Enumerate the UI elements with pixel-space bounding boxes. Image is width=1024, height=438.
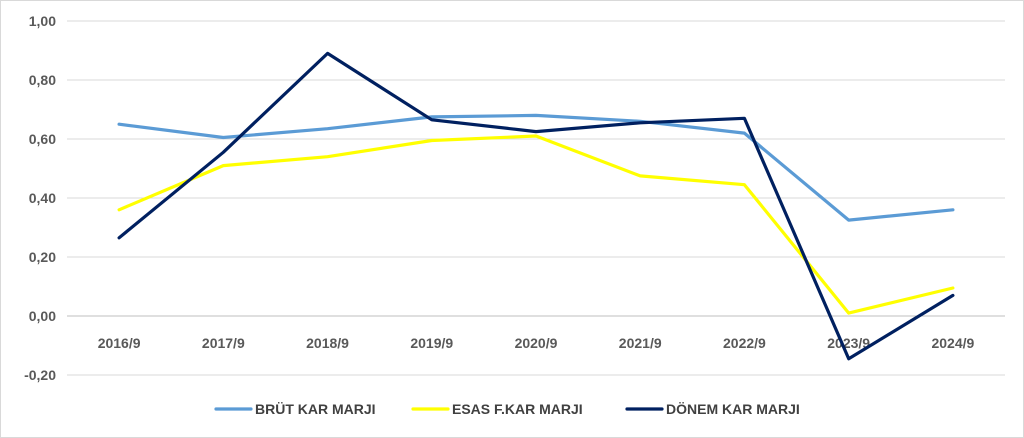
x-tick-label: 2019/9 <box>410 335 453 351</box>
legend-label: ESAS F.KAR MARJI <box>452 401 583 417</box>
x-tick-label: 2023/9 <box>827 335 870 351</box>
y-tick-label: 0,60 <box>29 131 56 147</box>
x-tick-label: 2021/9 <box>619 335 662 351</box>
x-tick-label: 2017/9 <box>202 335 245 351</box>
series-line-3 <box>117 51 955 361</box>
y-tick-label: 1,00 <box>29 13 56 29</box>
x-tick-label: 2016/9 <box>98 335 141 351</box>
series-line-1 <box>117 113 955 222</box>
legend-label: BRÜT KAR MARJI <box>255 401 376 417</box>
gridlines <box>67 20 1005 376</box>
x-tick-label: 2022/9 <box>723 335 766 351</box>
x-tick-label: 2024/9 <box>931 335 974 351</box>
y-tick-label: 0,20 <box>29 249 56 265</box>
x-axis-ticks: 2016/9 2017/9 2018/9 2019/9 2020/9 2021/9 2022… <box>98 335 975 351</box>
legend-label: DÖNEM KAR MARJI <box>666 401 800 417</box>
x-tick-label: 2020/9 <box>515 335 558 351</box>
series-lines <box>117 51 955 361</box>
y-axis-ticks: 1,00 0,80 0,60 0,40 0,20 0,00 -0,20 <box>24 13 56 383</box>
y-tick-label: 0,80 <box>29 72 56 88</box>
series-line-2 <box>117 134 955 315</box>
legend: BRÜT KAR MARJI ESAS F.KAR MARJI DÖNEM KAR … <box>214 401 800 417</box>
y-tick-label: 0,40 <box>29 190 56 206</box>
y-tick-label: -0,20 <box>24 367 56 383</box>
x-tick-label: 2018/9 <box>306 335 349 351</box>
y-tick-label: 0,00 <box>29 308 56 324</box>
